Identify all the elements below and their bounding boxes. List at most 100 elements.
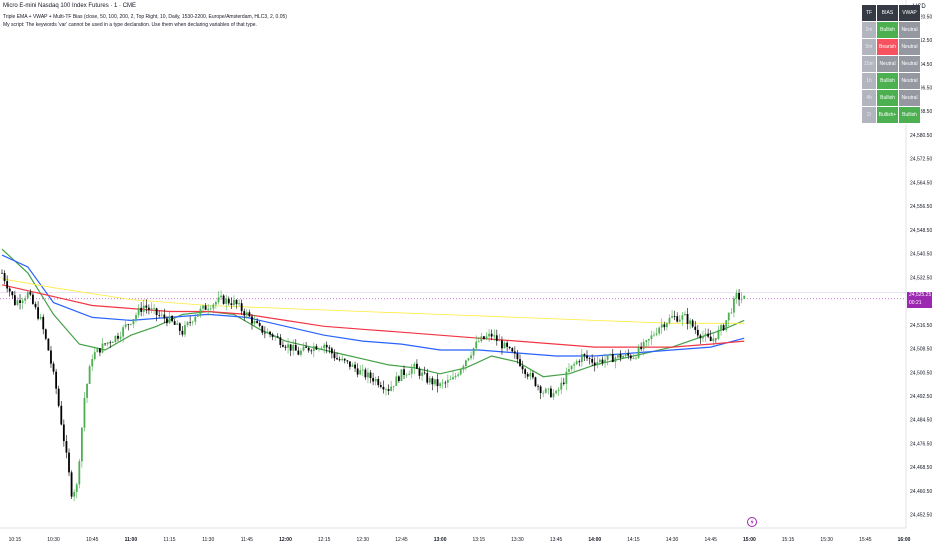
- candle-body: [26, 292, 29, 299]
- candle-body: [431, 378, 434, 385]
- candle-body: [34, 303, 37, 308]
- candle-body: [338, 359, 341, 361]
- price-axis[interactable]: 24,452.50 24,460.50 24,468.50 24,476.50 24,4…: [910, 14, 932, 518]
- candle-body: [135, 314, 137, 320]
- candle-body: [472, 348, 475, 356]
- candle-body: [351, 364, 354, 367]
- candle-body: [215, 302, 217, 305]
- candle-body: [300, 350, 302, 355]
- candle-body: [673, 316, 676, 317]
- candle-body: [632, 358, 635, 359]
- price-tick-label: 24,556.50: [910, 204, 932, 210]
- candle-body: [421, 372, 423, 376]
- candle-body: [207, 308, 210, 310]
- candle-body: [434, 379, 436, 385]
- candle-body: [426, 373, 429, 383]
- candle-body: [196, 314, 199, 317]
- candle-body: [498, 340, 501, 342]
- candle-body: [622, 356, 624, 358]
- candle-body: [181, 330, 184, 335]
- candle-body: [704, 333, 707, 336]
- candle-body: [153, 308, 155, 309]
- candle-body: [735, 292, 738, 299]
- candle-body: [374, 378, 377, 382]
- price-tick-label: 24,516.50: [910, 323, 932, 329]
- candle-body: [470, 355, 472, 359]
- candle-body: [539, 386, 542, 394]
- price-tick-label: 24,588.50: [910, 109, 932, 115]
- candle-body: [21, 300, 24, 304]
- candle-body: [166, 318, 168, 324]
- candle-body: [132, 319, 135, 325]
- candle-body: [681, 315, 684, 320]
- time-tick-label: 15:45: [859, 537, 872, 543]
- candle-body: [689, 320, 691, 324]
- candle-body: [184, 325, 186, 335]
- candle-body: [446, 379, 449, 383]
- price-tick-label: 24,452.50: [910, 513, 932, 519]
- time-tick-label: 10:15: [9, 537, 22, 543]
- candle-body: [289, 344, 292, 351]
- candle-body: [457, 374, 460, 376]
- candle-body: [168, 315, 171, 324]
- price-tick-label: 24,604.50: [910, 62, 932, 68]
- candle-body: [562, 382, 565, 384]
- candle-body: [173, 321, 176, 325]
- candle-body: [611, 354, 614, 363]
- candle-body: [55, 371, 58, 389]
- candle-body: [101, 343, 104, 353]
- event-marker-icon[interactable]: [747, 517, 757, 527]
- candle-body: [302, 346, 305, 351]
- candle-body: [537, 386, 539, 387]
- candle-body: [619, 354, 622, 358]
- candle-body: [740, 298, 743, 300]
- candle-body: [524, 369, 527, 375]
- candle-body: [99, 348, 101, 353]
- candle-body: [544, 388, 547, 393]
- candle-body: [555, 390, 557, 394]
- tf-cell: 15m: [862, 55, 877, 73]
- candle-body: [341, 358, 344, 361]
- candle-body: [660, 324, 663, 328]
- candle-body: [691, 320, 694, 327]
- candle-body: [423, 372, 426, 374]
- price-tick-label: 24,596.50: [910, 86, 932, 92]
- candle-body: [119, 336, 122, 339]
- candle-body: [601, 359, 604, 364]
- price-tick-label: 24,548.50: [910, 228, 932, 234]
- price-tick-label: 24,484.50: [910, 418, 932, 424]
- candle-body: [640, 347, 643, 350]
- candle-body: [189, 322, 192, 323]
- candle-body: [294, 345, 297, 351]
- candle-body: [629, 355, 632, 359]
- candle-body: [6, 281, 9, 289]
- candle-body: [86, 383, 88, 398]
- candle-body: [617, 354, 619, 358]
- candle-body: [655, 333, 658, 335]
- time-axis[interactable]: 10:15 10:30 10:45 11:00 11:15 11:30 11:45 12:00…: [9, 537, 911, 543]
- candle-body: [694, 326, 697, 330]
- candle-body: [13, 295, 16, 305]
- candle-body: [65, 441, 68, 453]
- candle-body: [256, 321, 259, 324]
- candles: [1, 269, 746, 502]
- candle-body: [19, 300, 21, 304]
- candle-body: [501, 340, 503, 349]
- candle-body: [477, 341, 480, 342]
- candle-body: [624, 353, 627, 357]
- indicator-legend[interactable]: Triple EMA + VWAP + Multi-TF Bias (close…: [3, 14, 287, 20]
- bias-cell: Bullish: [876, 89, 899, 107]
- candle-body: [650, 335, 653, 339]
- candle-body: [248, 312, 251, 317]
- candle-body: [609, 354, 612, 356]
- tf-cell: 5m: [862, 38, 877, 56]
- candle-body: [529, 373, 532, 377]
- candle-body: [194, 316, 197, 322]
- candle-body: [263, 332, 266, 334]
- time-tick-label: 10:30: [47, 537, 60, 543]
- candle-body: [220, 295, 222, 298]
- chart-symbol-title[interactable]: Micro E-mini Nasdaq 100 Index Futures · …: [3, 3, 137, 9]
- candle-body: [717, 329, 720, 339]
- last-price-line: [0, 292, 906, 300]
